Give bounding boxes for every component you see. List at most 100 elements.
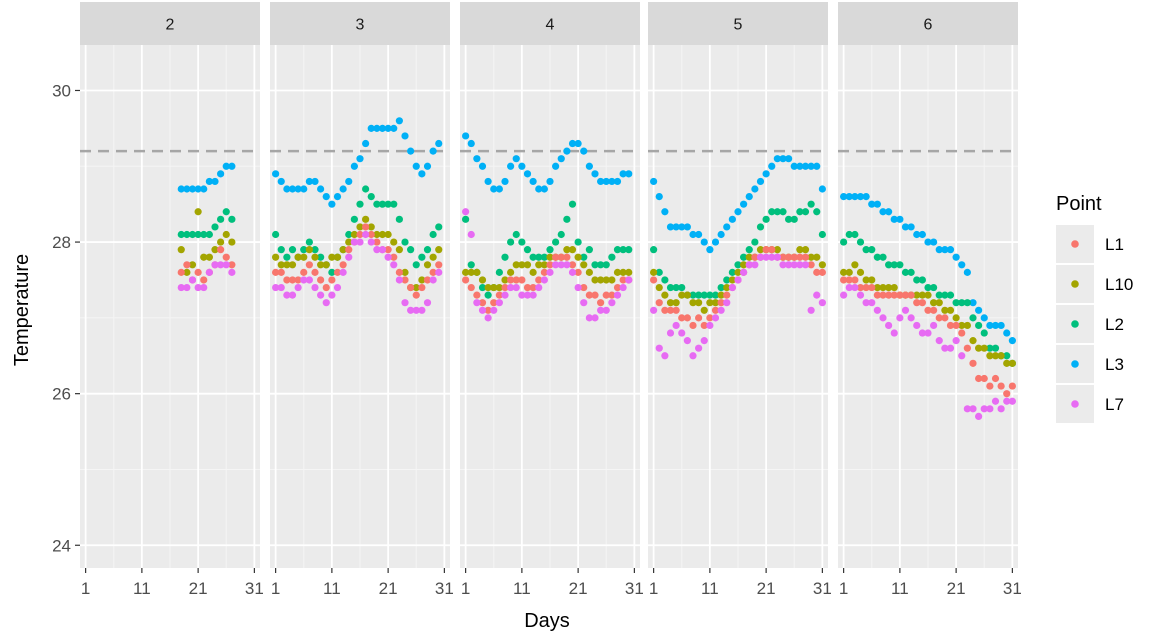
data-point — [796, 253, 804, 261]
data-point — [689, 230, 697, 239]
data-point — [773, 246, 781, 254]
data-point — [773, 208, 781, 216]
data-point — [339, 246, 347, 254]
data-point — [661, 352, 669, 360]
data-point — [796, 246, 804, 254]
data-point — [288, 291, 297, 299]
data-point — [473, 268, 481, 276]
data-point — [300, 276, 308, 284]
data-point — [678, 329, 686, 337]
data-point — [619, 283, 627, 292]
data-point — [563, 215, 571, 223]
data-point — [317, 253, 325, 261]
data-point — [563, 253, 571, 261]
facet-strip — [648, 2, 828, 45]
data-point — [997, 405, 1005, 413]
data-point — [655, 283, 663, 292]
data-point — [695, 314, 703, 322]
data-point — [952, 299, 960, 307]
data-point — [768, 162, 776, 170]
x-tick-label: 21 — [757, 579, 776, 598]
data-point — [745, 261, 753, 269]
data-point — [963, 299, 971, 307]
data-point — [856, 238, 865, 246]
data-point — [717, 299, 725, 307]
data-point — [785, 253, 793, 261]
data-point — [613, 246, 622, 254]
data-point — [801, 162, 810, 170]
data-point — [222, 230, 230, 239]
data-point — [356, 223, 364, 231]
data-point — [418, 306, 426, 314]
series-L7 — [462, 208, 633, 322]
data-point — [678, 223, 686, 231]
data-point — [211, 246, 219, 254]
data-point — [356, 230, 364, 239]
data-point — [890, 215, 898, 223]
data-point — [222, 261, 230, 269]
data-point — [986, 352, 994, 360]
data-point — [495, 299, 503, 307]
data-point — [890, 261, 898, 269]
data-point — [580, 283, 588, 292]
data-point — [183, 261, 191, 269]
data-point — [619, 246, 627, 254]
data-point — [655, 344, 663, 352]
data-point — [356, 238, 364, 246]
data-point — [700, 291, 708, 299]
data-point — [935, 246, 943, 254]
facet-panel-6: 61 11 21 31 — [838, 2, 1022, 598]
data-point — [401, 238, 409, 246]
data-point — [975, 306, 983, 314]
data-point — [367, 192, 375, 201]
data-point — [373, 238, 381, 246]
data-point — [986, 382, 994, 390]
data-point — [796, 162, 804, 170]
data-point — [194, 208, 202, 216]
data-point — [177, 246, 185, 254]
x-tick-label: 21 — [569, 579, 588, 598]
data-point — [602, 291, 610, 299]
data-point — [585, 268, 593, 276]
legend-label: L10 — [1105, 275, 1133, 294]
data-point — [272, 268, 280, 276]
data-point — [711, 299, 720, 307]
data-point — [512, 276, 520, 284]
data-point — [818, 261, 826, 269]
data-point — [478, 299, 487, 307]
x-tick-label: 1 — [839, 579, 848, 598]
data-point — [580, 299, 588, 307]
data-point — [484, 306, 492, 314]
data-point — [661, 306, 669, 314]
data-point — [862, 276, 870, 284]
data-point — [412, 306, 420, 314]
data-point — [930, 321, 938, 330]
data-point — [585, 162, 593, 170]
data-point — [913, 291, 921, 299]
data-point — [907, 268, 915, 276]
data-point — [552, 253, 560, 261]
data-point — [801, 253, 810, 261]
data-point — [217, 170, 225, 178]
data-point — [194, 283, 202, 292]
data-point — [507, 283, 515, 292]
data-point — [650, 276, 658, 284]
data-point — [484, 283, 492, 292]
data-point — [435, 268, 443, 276]
data-point — [666, 299, 675, 307]
data-point — [540, 268, 548, 276]
data-point — [941, 306, 949, 314]
legend-item-L1: L1 — [1056, 225, 1124, 263]
data-point — [512, 283, 520, 292]
data-point — [339, 185, 347, 193]
data-point — [540, 276, 548, 284]
data-point — [557, 253, 565, 261]
data-point — [779, 253, 787, 261]
data-point — [177, 230, 185, 239]
data-point — [467, 268, 475, 276]
series-L1 — [840, 276, 1016, 398]
data-point — [211, 177, 219, 186]
data-point — [540, 185, 548, 193]
facet-panel-3: 31 11 21 31 — [270, 2, 454, 598]
